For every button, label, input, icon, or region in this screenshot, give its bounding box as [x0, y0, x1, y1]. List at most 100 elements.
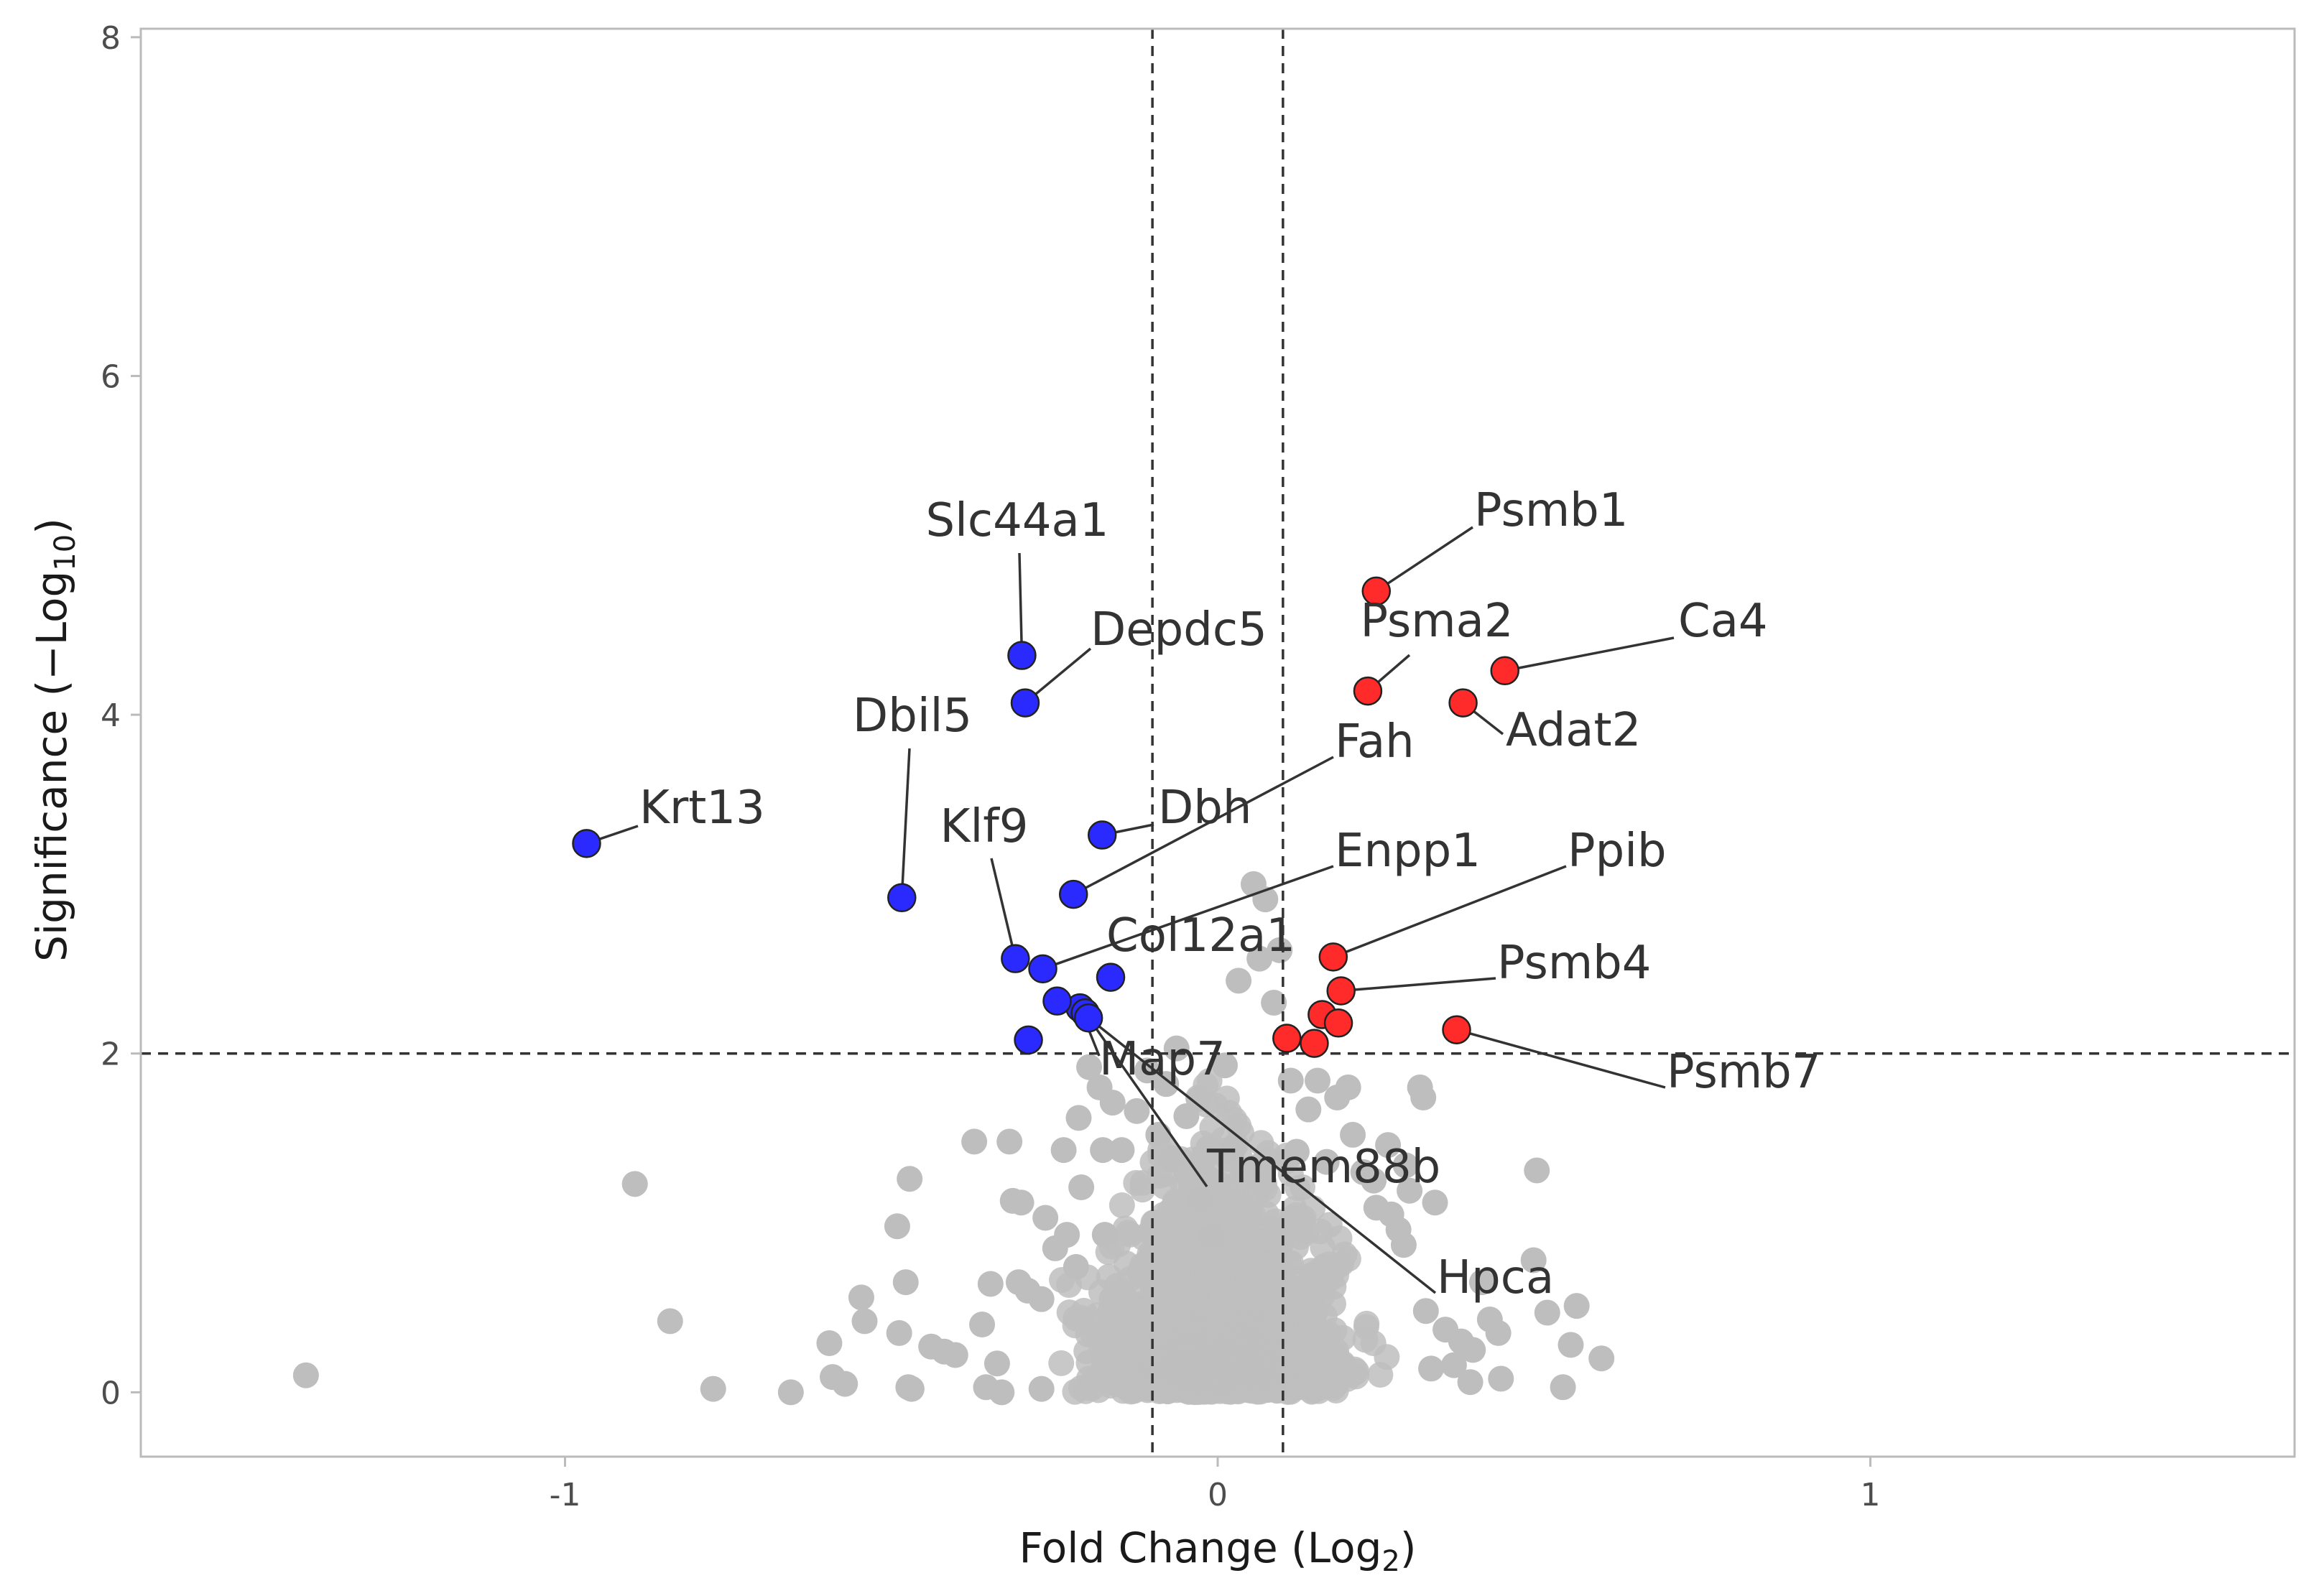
- leader-line-ca4: [1504, 636, 1675, 672]
- leader-line-slc44a1: [1018, 552, 1024, 656]
- non-significant-point: [1028, 1375, 1055, 1402]
- non-significant-point: [1410, 1085, 1437, 1111]
- non-significant-point: [1193, 1091, 1219, 1118]
- non-significant-point: [1124, 1098, 1150, 1124]
- gene-label-depdc5: Depdc5: [1091, 603, 1267, 657]
- non-significant-point: [1557, 1332, 1584, 1358]
- x-tick-label: 1: [1860, 1477, 1880, 1513]
- non-significant-point: [1190, 1357, 1217, 1383]
- non-significant-point: [1141, 1347, 1167, 1373]
- point-ca4: [1490, 656, 1519, 686]
- non-significant-points: [292, 871, 1615, 1406]
- non-significant-point: [969, 1312, 996, 1338]
- non-significant-point: [892, 1269, 919, 1296]
- non-significant-point: [1283, 1138, 1310, 1165]
- non-significant-point: [1050, 1137, 1077, 1164]
- non-significant-point: [1254, 1215, 1280, 1241]
- non-significant-point: [996, 1128, 1023, 1155]
- gene-label-dbh: Dbh: [1158, 781, 1251, 835]
- gene-label-map7: Map7: [1099, 1033, 1226, 1086]
- non-significant-point: [886, 1319, 912, 1346]
- non-significant-point: [1168, 1331, 1195, 1358]
- point-slc44a1: [1007, 641, 1037, 670]
- threshold-lines: [141, 29, 2295, 1457]
- leader-line-dbil5: [900, 748, 911, 898]
- gene-label-klf9: Klf9: [940, 800, 1029, 853]
- x-axis-title: Fold Change (Log2): [1019, 1523, 1417, 1578]
- leader-line-klf9: [990, 858, 1017, 960]
- non-significant-point: [1353, 1310, 1380, 1337]
- non-significant-point: [1422, 1189, 1448, 1216]
- significant-point-down: [1014, 1025, 1043, 1055]
- non-significant-point: [942, 1342, 968, 1368]
- non-significant-point: [1300, 1374, 1326, 1401]
- non-significant-point: [884, 1213, 910, 1240]
- non-significant-point: [1485, 1319, 1512, 1346]
- leader-line-psmb1: [1375, 526, 1473, 593]
- non-significant-point: [1299, 1282, 1325, 1309]
- significant-point-up: [1272, 1024, 1302, 1053]
- gene-label-krt13: Krt13: [639, 781, 765, 835]
- non-significant-point: [1520, 1247, 1547, 1273]
- leader-line-hpca: [1088, 1016, 1437, 1294]
- non-significant-point: [1361, 1167, 1387, 1194]
- non-significant-point: [1153, 1071, 1180, 1098]
- point-col12a1: [1096, 962, 1126, 992]
- non-significant-point: [1254, 1259, 1280, 1286]
- non-significant-point: [1285, 1175, 1311, 1202]
- point-psmb1: [1361, 576, 1392, 606]
- non-significant-point: [1418, 1355, 1445, 1382]
- non-significant-point: [1068, 1375, 1094, 1401]
- non-significant-point: [1220, 1230, 1246, 1256]
- non-significant-point: [1588, 1345, 1615, 1372]
- non-significant-point: [1316, 1337, 1343, 1363]
- non-significant-point: [1190, 1131, 1216, 1157]
- non-significant-point: [816, 1330, 843, 1356]
- non-significant-point: [832, 1370, 858, 1397]
- non-significant-point: [1075, 1350, 1102, 1376]
- non-significant-point: [1008, 1189, 1034, 1216]
- non-significant-point: [1185, 1291, 1212, 1317]
- non-significant-point: [1198, 1223, 1225, 1250]
- non-significant-point: [989, 1379, 1015, 1406]
- gene-label-ca4: Ca4: [1678, 595, 1768, 648]
- non-significant-point: [1261, 989, 1287, 1016]
- gene-label-enpp1: Enpp1: [1335, 825, 1481, 878]
- non-significant-point: [1277, 1067, 1304, 1094]
- point-ppib: [1318, 942, 1348, 972]
- leader-line-tmem88b: [1084, 1012, 1208, 1188]
- non-significant-point: [1173, 1103, 1200, 1129]
- leader-line-psmb4: [1341, 977, 1496, 993]
- gene-label-tmem88b: Tmem88b: [1206, 1141, 1440, 1194]
- non-significant-point: [1108, 1137, 1135, 1164]
- point-depdc5: [1010, 688, 1040, 718]
- non-significant-point: [851, 1308, 878, 1335]
- non-significant-point: [1295, 1096, 1322, 1123]
- non-significant-point: [1054, 1222, 1080, 1248]
- non-significant-point: [1267, 937, 1293, 963]
- gene-label-adat2: Adat2: [1506, 704, 1641, 757]
- non-significant-point: [1249, 1292, 1276, 1319]
- gene-label-fah: Fah: [1335, 715, 1415, 769]
- non-significant-point: [1213, 1085, 1240, 1112]
- non-significant-point: [1172, 1261, 1199, 1288]
- non-significant-point: [1563, 1293, 1590, 1319]
- non-significant-point: [1099, 1090, 1126, 1116]
- non-significant-point: [1218, 1347, 1245, 1373]
- non-significant-point: [1335, 1074, 1361, 1100]
- label-leader-lines: [585, 526, 1675, 1294]
- non-significant-point: [1460, 1337, 1486, 1363]
- non-significant-point: [621, 1171, 648, 1197]
- non-significant-point: [1222, 1254, 1249, 1281]
- non-significant-point: [1340, 1121, 1366, 1148]
- gene-label-psma2: Psma2: [1360, 595, 1513, 648]
- non-significant-point: [657, 1308, 683, 1335]
- non-significant-point: [848, 1284, 874, 1311]
- non-significant-point: [1108, 1192, 1135, 1219]
- non-significant-point: [1113, 1330, 1139, 1357]
- non-significant-point: [898, 1375, 925, 1402]
- significant-points: [572, 576, 1519, 1058]
- non-significant-point: [1304, 1067, 1330, 1094]
- non-significant-point: [897, 1166, 923, 1192]
